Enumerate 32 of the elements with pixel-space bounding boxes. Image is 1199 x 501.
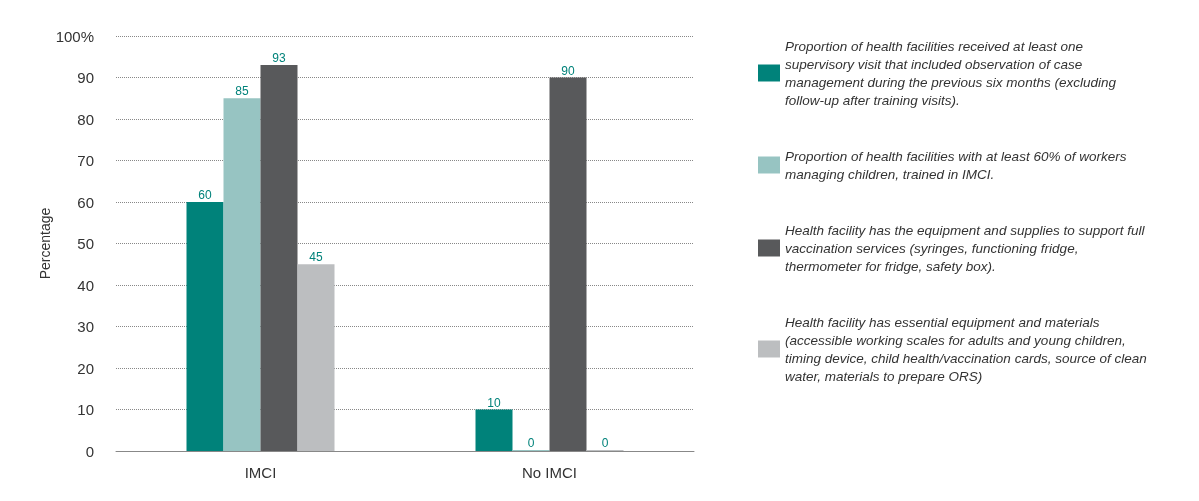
y-tick-label: 40 xyxy=(77,276,94,294)
y-tick-label: 60 xyxy=(77,193,94,211)
data-label: 0 xyxy=(527,436,535,450)
bar xyxy=(186,202,224,451)
data-label: 0 xyxy=(601,436,609,450)
data-label: 60 xyxy=(198,188,212,202)
data-label: 10 xyxy=(487,395,501,410)
y-tick-label: 20 xyxy=(77,359,94,377)
legend-label: Health facility has the equipment and supplies to support full vaccination services (syringes, functioning fridge, thermometer for fridge, safety box). xyxy=(785,222,1149,274)
legend-label: Proportion of health facilities received at least one supervisory visit that included observation of case management during the previous six months (excluding follow-up after training visits). xyxy=(785,38,1120,108)
bar xyxy=(549,77,587,451)
y-axis-title: Percentage xyxy=(36,207,53,280)
y-tick-label: 90 xyxy=(77,69,94,86)
legend-label: Health facility has essential equipment and materials (accessible working scales for adults and young children, timing device, child health/vaccination cards, source of clean water, materials to prepare ORS) xyxy=(785,314,1151,384)
bar xyxy=(260,65,298,451)
y-tick-label: 100% xyxy=(55,27,94,45)
y-tick-label: 70 xyxy=(77,152,94,169)
x-tick-label: No IMCI xyxy=(521,464,578,481)
data-label: 45 xyxy=(309,250,323,265)
y-tick-label: 30 xyxy=(77,318,94,335)
data-label: 85 xyxy=(235,84,249,99)
y-tick-label: 80 xyxy=(77,110,94,128)
data-label: 90 xyxy=(561,63,575,78)
bar xyxy=(297,264,335,451)
x-tick-label: IMCI xyxy=(244,464,277,481)
y-tick-label: 0 xyxy=(85,442,94,460)
y-tick-label: 10 xyxy=(77,401,94,418)
data-label: 93 xyxy=(272,51,286,66)
bar xyxy=(475,409,513,451)
y-tick-label: 50 xyxy=(77,235,94,252)
legend-label: Proportion of health facilities with at least 60% of workers managing children, trained in IMCI. xyxy=(785,148,1131,182)
bar xyxy=(223,98,261,451)
